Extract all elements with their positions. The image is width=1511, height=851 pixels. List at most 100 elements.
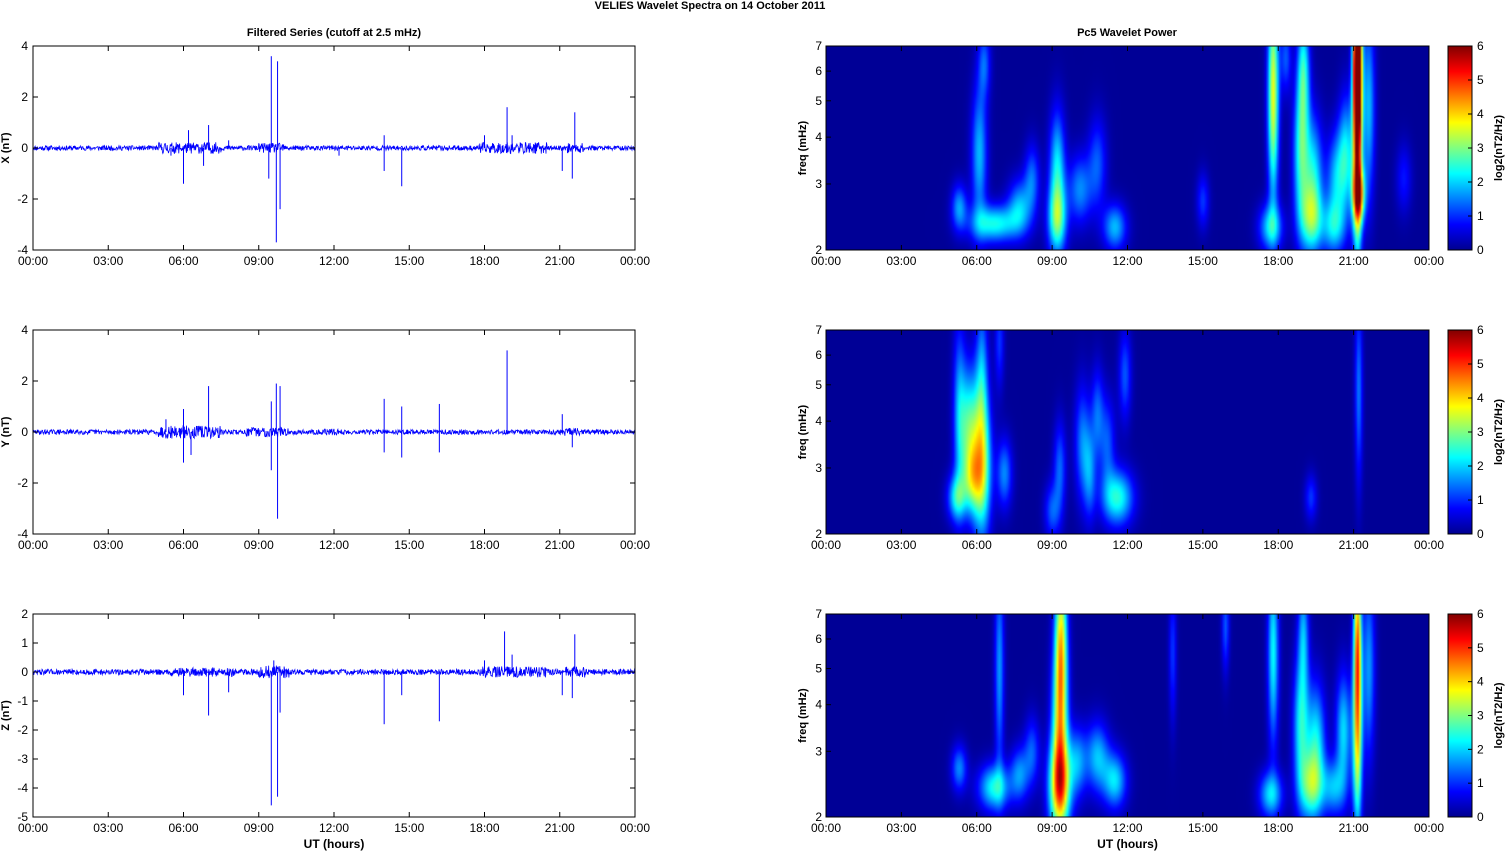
spectrum-z-colorbar-tick-label: 4 [1477, 675, 1484, 689]
series-y-ytick-label: -4 [17, 527, 28, 541]
spectrum-x-xtick-label: 12:00 [1112, 254, 1142, 268]
spectrum-x-xtick-label: 09:00 [1037, 254, 1067, 268]
series-x-xtick-label: 15:00 [394, 254, 424, 268]
series-y-xtick-label: 12:00 [319, 538, 349, 552]
series-x-ytick-label: -4 [17, 243, 28, 257]
spectrum-x-colorbar-tick-label: 1 [1477, 209, 1484, 223]
series-z-xlabel: UT (hours) [304, 837, 365, 851]
spectrum-y-xtick-label: 06:00 [962, 538, 992, 552]
spectrum-z-colorbar-tick-label: 5 [1477, 641, 1484, 655]
series-x-xtick-label: 06:00 [168, 254, 198, 268]
spectrum-z-xtick-label: 21:00 [1339, 821, 1369, 835]
spectrum-x-colorbar-label: log2(nT2/Hz) [1493, 115, 1505, 181]
spectrum-x-xtick-label: 21:00 [1339, 254, 1369, 268]
spectrum-z-ytick-label: 6 [815, 632, 822, 646]
spectrum-z-ylabel: freq (mHz) [797, 688, 809, 743]
spectrum-y-xtick-label: 09:00 [1037, 538, 1067, 552]
series-y-xtick-label: 00:00 [18, 538, 48, 552]
series-x-xtick-label: 00:00 [620, 254, 650, 268]
series-z-xtick-label: 00:00 [620, 821, 650, 835]
series-x-ytick-label: 4 [21, 39, 28, 53]
spectrum-z-colorbar-tick-label: 1 [1477, 776, 1484, 790]
series-x-trace-line [32, 141, 636, 155]
spectrum-y-ylabel: freq (mHz) [797, 404, 809, 459]
spectrum-x-ytick-label: 7 [815, 39, 822, 53]
series-x-ylabel: X (nT) [0, 132, 12, 163]
spectrum-x-colorbar-tick-label: 6 [1477, 39, 1484, 53]
spectrum-z-panel: 2 3 4 5 6 7 00:00 03:00 06:00 09:00 12:00 15:00 18:0… [797, 607, 1505, 851]
spectrum-x-ytick-label: 3 [815, 177, 822, 191]
spectrum-y-colorbar-tick-label: 2 [1477, 459, 1484, 473]
series-x-panel: -4 -2 0 2 4 00:00 03:00 06:00 09:00 12:00 15:00 18:… [0, 39, 650, 268]
series-z-ylabel: Z (nT) [0, 700, 12, 731]
spectrum-x-xtick-label: 00:00 [811, 254, 841, 268]
spectrum-y-panel: 2 3 4 5 6 7 00:00 03:00 06:00 09:00 12:00 15:00 18:0… [797, 323, 1505, 552]
spectrum-y-colorbar-tick-label: 3 [1477, 425, 1484, 439]
spectrum-z-xtick-label: 00:00 [811, 821, 841, 835]
series-z-plot-area [33, 614, 635, 817]
spectrum-x-ytick-label: 2 [815, 243, 822, 257]
spectrum-y-xtick-label: 00:00 [1414, 538, 1444, 552]
spectrum-z-xtick-label: 15:00 [1188, 821, 1218, 835]
spectrum-y-colorbar-tick-label: 4 [1477, 391, 1484, 405]
spectrum-z-xtick-label: 09:00 [1037, 821, 1067, 835]
spectrum-z-ytick-label: 2 [815, 810, 822, 824]
series-y-ylabel: Y (nT) [0, 416, 12, 447]
series-z-ytick-label: -2 [17, 723, 28, 737]
spectrum-y-ytick-label: 5 [815, 378, 822, 392]
spectrum-z-ytick-label: 3 [815, 744, 822, 758]
spectrum-x-xtick-label: 03:00 [886, 254, 916, 268]
spectrum-z-xtick-label: 06:00 [962, 821, 992, 835]
spectrum-y-colorbar-tick-label: 0 [1477, 527, 1484, 541]
series-x-ytick-label: -2 [17, 192, 28, 206]
spectrum-x-ylabel: freq (mHz) [797, 120, 809, 175]
spectrum-x-xtick-label: 06:00 [962, 254, 992, 268]
series-z-xtick-label: 15:00 [394, 821, 424, 835]
spectrum-x-colorbar-tick-label: 2 [1477, 175, 1484, 189]
spectrum-y-colorbar-label: log2(nT2/Hz) [1493, 399, 1505, 465]
series-x-xtick-label: 00:00 [18, 254, 48, 268]
spectrum-z-colorbar-tick-label: 2 [1477, 742, 1484, 756]
spectrum-x-colorbar-tick-label: 5 [1477, 73, 1484, 87]
spectrum-y-ytick-label: 4 [815, 414, 822, 428]
series-z-ytick-label: -1 [17, 694, 28, 708]
spectrum-y-xtick-label: 18:00 [1263, 538, 1293, 552]
spectrum-y-xtick-label: 15:00 [1188, 538, 1218, 552]
spectrum-z-xtick-label: 00:00 [1414, 821, 1444, 835]
spectrum-x-colorbar-tick-label: 3 [1477, 141, 1484, 155]
spectrum-y-colorbar-tick-label: 5 [1477, 357, 1484, 371]
series-z-xtick-label: 18:00 [469, 821, 499, 835]
spectrum-y-ytick-label: 6 [815, 348, 822, 362]
series-z-ytick-label: -3 [17, 752, 28, 766]
series-x-ytick-label: 2 [21, 90, 28, 104]
spectrum-x-ytick-label: 6 [815, 64, 822, 78]
series-x-xtick-label: 18:00 [469, 254, 499, 268]
series-y-trace-line [32, 425, 636, 440]
spectrum-x-ytick-label: 4 [815, 130, 822, 144]
series-y-ytick-label: 4 [21, 323, 28, 337]
series-z-xtick-label: 21:00 [545, 821, 575, 835]
spectrum-z-ytick-label: 5 [815, 662, 822, 676]
right-column-title: Pc5 Wavelet Power [1077, 27, 1178, 39]
spectrum-z-xtick-label: 18:00 [1263, 821, 1293, 835]
series-x-xtick-label: 03:00 [93, 254, 123, 268]
spectrum-z-xlabel: UT (hours) [1097, 837, 1158, 851]
spectrum-y-xtick-label: 21:00 [1339, 538, 1369, 552]
spectrum-x-heatmap [826, 46, 1429, 250]
spectrum-z-colorbar-tick-label: 6 [1477, 607, 1484, 621]
spectrum-z-colorbar-tick-label: 0 [1477, 810, 1484, 824]
left-column-title: Filtered Series (cutoff at 2.5 mHz) [247, 27, 422, 39]
spectrum-y-colorbar-tick-label: 1 [1477, 493, 1484, 507]
series-x-xtick-label: 12:00 [319, 254, 349, 268]
series-y-ytick-label: 2 [21, 374, 28, 388]
series-x-ytick-label: 0 [21, 141, 28, 155]
spectrum-z-ytick-label: 7 [815, 607, 822, 621]
spectrum-y-xtick-label: 00:00 [811, 538, 841, 552]
series-y-xtick-label: 18:00 [469, 538, 499, 552]
spectrum-y-xtick-label: 03:00 [886, 538, 916, 552]
series-z-ytick-label: 0 [21, 665, 28, 679]
spectrum-x-panel: 2 3 4 5 6 7 00:00 03:00 06:00 09:00 12:00 15:00 18:0… [797, 39, 1505, 268]
series-x-xtick-label: 09:00 [244, 254, 274, 268]
spectrum-z-xtick-label: 12:00 [1112, 821, 1142, 835]
